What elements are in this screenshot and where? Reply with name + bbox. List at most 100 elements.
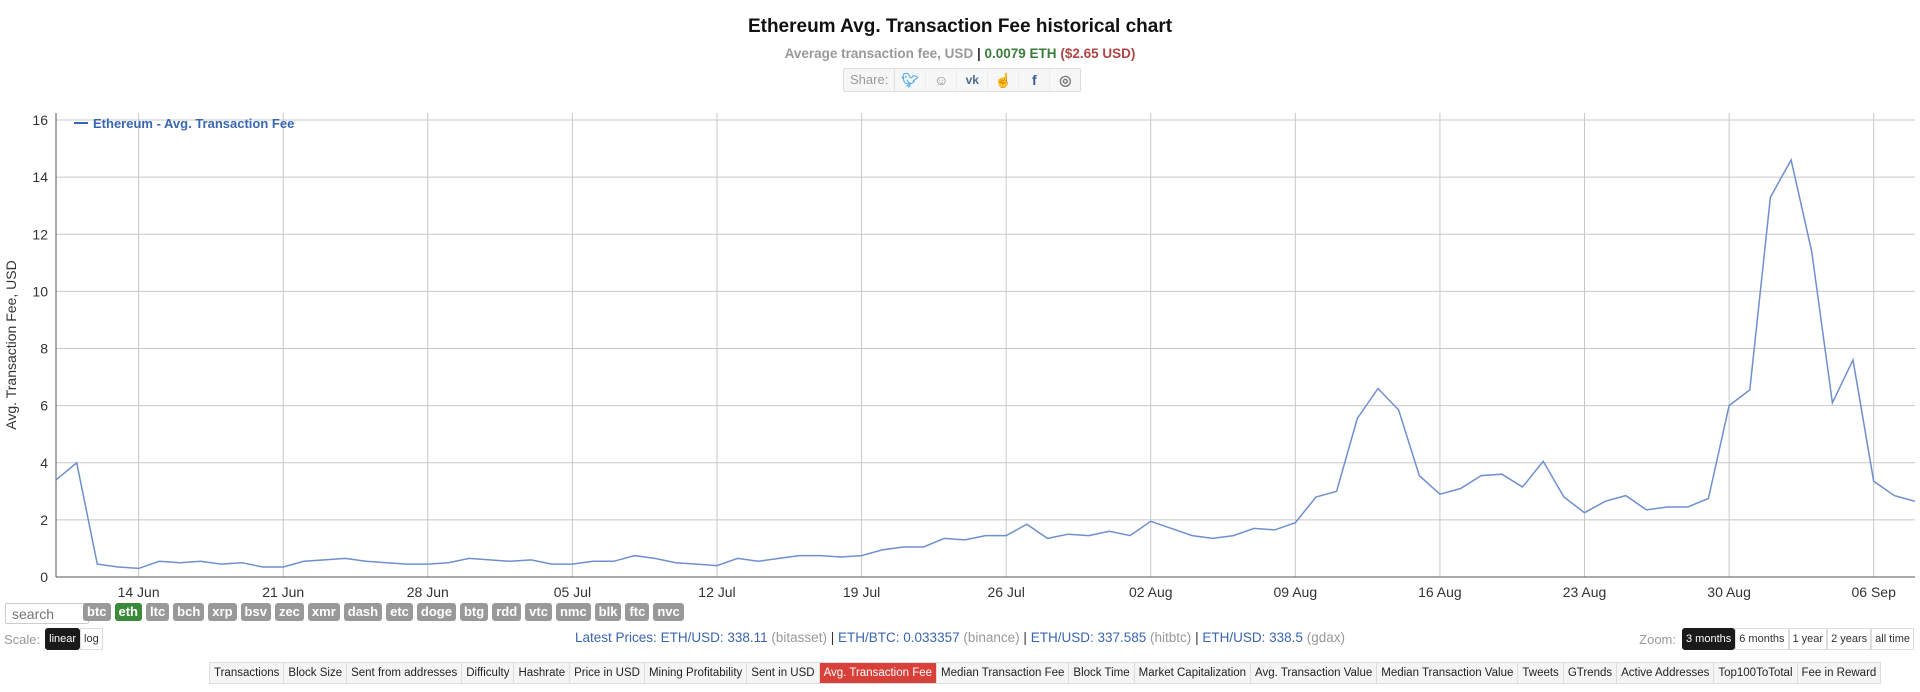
- zoom-3-months-button[interactable]: 3 months: [1682, 628, 1736, 650]
- coin-rdd[interactable]: rdd: [492, 603, 522, 621]
- coin-ftc[interactable]: ftc: [625, 603, 650, 621]
- menu-block-time[interactable]: Block Time: [1069, 663, 1135, 683]
- reddit-icon[interactable]: ☺: [926, 69, 958, 91]
- coin-ltc[interactable]: ltc: [146, 603, 170, 621]
- menu-difficulty[interactable]: Difficulty: [462, 663, 515, 683]
- zoom-1-year-button[interactable]: 1 year: [1788, 628, 1828, 650]
- x-tick-label: 26 Jul: [987, 584, 1024, 600]
- menu-transactions[interactable]: Transactions: [210, 663, 285, 683]
- zoom-all-time-button[interactable]: all time: [1871, 628, 1914, 650]
- x-axis-ticks: 14 Jun 21 Jun 28 Jun 05 Jul 12 Jul 19 Jul 26 J…: [118, 584, 1896, 600]
- y-tick-label: 6: [40, 398, 48, 414]
- metric-menu: Transactions Block Size Sent from addres…: [209, 662, 1882, 684]
- x-tick-label: 23 Aug: [1563, 584, 1607, 600]
- menu-gtrends[interactable]: GTrends: [1564, 663, 1618, 683]
- scale-label: Scale:: [4, 631, 41, 647]
- coin-bsv[interactable]: bsv: [240, 603, 271, 621]
- page-title: Ethereum Avg. Transaction Fee historical…: [747, 16, 1173, 37]
- coin-xrp[interactable]: xrp: [208, 603, 237, 621]
- price-value: 338.5: [1269, 630, 1303, 645]
- search-input[interactable]: [5, 603, 89, 624]
- facebook-icon[interactable]: f: [1019, 69, 1051, 91]
- x-tick-label: 16 Aug: [1418, 584, 1462, 600]
- coin-btc[interactable]: btc: [83, 603, 111, 621]
- price-source: (bitasset): [771, 630, 827, 645]
- zoom-2-years-button[interactable]: 2 years: [1827, 628, 1872, 650]
- coin-dash[interactable]: dash: [343, 603, 383, 621]
- menu-mining-profitability[interactable]: Mining Profitability: [645, 663, 748, 683]
- y-tick-label: 10: [32, 283, 48, 299]
- menu-top100tototal[interactable]: Top100ToTotal: [1714, 663, 1798, 683]
- price-value: 337.585: [1097, 630, 1147, 645]
- coin-etc[interactable]: etc: [386, 603, 413, 621]
- y-tick-label: 16: [32, 112, 48, 128]
- menu-active-addresses[interactable]: Active Addresses: [1617, 663, 1715, 683]
- coin-bch[interactable]: bch: [173, 603, 205, 621]
- fee-line-chart: 0 2 4 6 8 10 12 14 16 14 Jun 21 Jun 28 Jun 05 Jul 12…: [3, 112, 1916, 600]
- twitter-icon[interactable]: 🐦︎: [895, 69, 927, 91]
- coin-blk[interactable]: blk: [594, 603, 622, 621]
- price-source: (gdax): [1306, 630, 1345, 645]
- scale-log-button[interactable]: log: [80, 628, 103, 650]
- menu-median-transaction-value[interactable]: Median Transaction Value: [1377, 663, 1519, 683]
- menu-fee-in-reward[interactable]: Fee in Reward: [1801, 667, 1877, 679]
- y-axis-label: Avg. Transaction Fee, USD: [3, 260, 19, 429]
- y-tick-label: 14: [32, 169, 48, 185]
- coin-nvc[interactable]: nvc: [653, 603, 684, 621]
- scale-linear-button[interactable]: linear: [45, 628, 81, 650]
- coin-btg[interactable]: btg: [459, 603, 489, 621]
- menu-avg-transaction-fee[interactable]: Avg. Transaction Fee: [819, 663, 938, 683]
- legend-label: Ethereum - Avg. Transaction Fee: [93, 116, 294, 131]
- coin-xmr[interactable]: xmr: [307, 603, 340, 621]
- y-tick-label: 8: [40, 341, 48, 357]
- y-axis-ticks: 0 2 4 6 8 10 12 14 16: [32, 112, 48, 585]
- chart-grid: [56, 113, 1915, 577]
- y-tick-label: 0: [40, 569, 48, 585]
- menu-price-in-usd[interactable]: Price in USD: [570, 663, 645, 683]
- x-tick-label: 28 Jun: [407, 584, 449, 600]
- price-value: 0.033357: [903, 630, 960, 645]
- price-pair: ETH/USD:: [660, 630, 724, 645]
- coin-eth[interactable]: eth: [114, 603, 142, 621]
- coin-doge[interactable]: doge: [416, 603, 456, 621]
- subtitle-label: Average transaction fee, USD: [784, 46, 974, 61]
- y-tick-label: 12: [32, 226, 48, 242]
- like-icon[interactable]: ☝: [988, 69, 1020, 91]
- menu-hashrate[interactable]: Hashrate: [514, 663, 571, 683]
- vk-icon[interactable]: vk: [957, 69, 989, 91]
- x-tick-label: 05 Jul: [554, 584, 591, 600]
- zoom-6-months-button[interactable]: 6 months: [1735, 628, 1789, 650]
- x-tick-label: 14 Jun: [118, 584, 160, 600]
- coin-zec[interactable]: zec: [274, 603, 304, 621]
- share-label: Share:: [844, 69, 896, 91]
- menu-avg-transaction-value[interactable]: Avg. Transaction Value: [1251, 663, 1378, 683]
- zoom-label: Zoom:: [1639, 631, 1676, 647]
- zoom-selector: Zoom: 3 months 6 months 1 year 2 years a…: [1639, 628, 1914, 650]
- menu-sent-in-usd[interactable]: Sent in USD: [747, 663, 820, 683]
- weibo-icon[interactable]: ◎: [1059, 71, 1072, 88]
- price-pair: ETH/BTC:: [838, 630, 900, 645]
- menu-market-capitalization[interactable]: Market Capitalization: [1135, 663, 1252, 683]
- latest-prices: Latest Prices: ETH/USD: 338.11 (bitasset…: [575, 630, 1345, 645]
- price-source: (hitbtc): [1150, 630, 1192, 645]
- x-tick-label: 30 Aug: [1707, 584, 1751, 600]
- y-tick-label: 2: [40, 512, 48, 528]
- x-tick-label: 12 Jul: [698, 584, 735, 600]
- menu-sent-from-addresses[interactable]: Sent from addresses: [347, 663, 463, 683]
- chart-subtitle: Average transaction fee, USD | 0.0079 ET…: [0, 46, 1920, 61]
- menu-median-transaction-fee[interactable]: Median Transaction Fee: [937, 663, 1070, 683]
- coin-nmc[interactable]: nmc: [555, 603, 591, 621]
- price-source: (binance): [963, 630, 1020, 645]
- price-pair: ETH/USD:: [1202, 630, 1266, 645]
- latest-prices-label: Latest Prices:: [575, 630, 657, 645]
- coin-vtc[interactable]: vtc: [525, 603, 552, 621]
- y-tick-label: 4: [40, 455, 48, 471]
- menu-tweets[interactable]: Tweets: [1518, 663, 1564, 683]
- price-value: 338.11: [727, 630, 768, 645]
- share-bar: Share: 🐦︎ ☺ vk ☝ f ◎: [843, 68, 1082, 92]
- x-tick-label: 02 Aug: [1129, 584, 1173, 600]
- x-tick-label: 19 Jul: [843, 584, 880, 600]
- menu-block-size[interactable]: Block Size: [284, 663, 348, 683]
- x-tick-label: 06 Sep: [1852, 584, 1897, 600]
- subtitle-eth-value: 0.0079 ETH: [984, 46, 1057, 61]
